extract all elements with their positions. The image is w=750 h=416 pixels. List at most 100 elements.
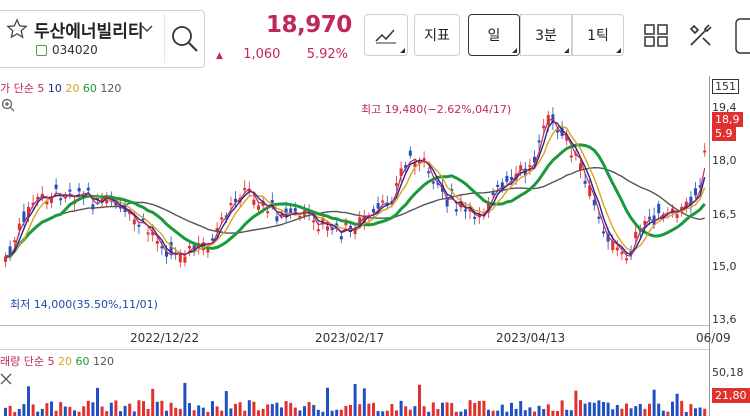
candle [91, 204, 95, 210]
candle [588, 185, 592, 197]
y-tick-2: 18,0 [712, 154, 737, 167]
candle [183, 256, 187, 263]
candle [316, 229, 320, 232]
candle [339, 236, 343, 240]
volume-bar [505, 411, 509, 416]
volume-bar [537, 405, 541, 416]
volume-legend-prefix: 래량 단순 [0, 355, 44, 368]
candle [27, 206, 30, 217]
candle [45, 201, 49, 205]
volume-bar [211, 401, 214, 416]
period-3min-label: 3분 [535, 28, 557, 44]
volume-bar [689, 404, 693, 416]
volume-bar [224, 391, 228, 416]
volume-bar [169, 402, 173, 416]
volume-bar [592, 402, 596, 416]
star-icon[interactable] [6, 18, 28, 40]
zoom-in-icon[interactable] [1, 98, 15, 112]
volume-bar [165, 410, 168, 416]
volume-bar [514, 408, 518, 416]
volume-legend[interactable]: 래량 단순 5 20 60 120 [0, 353, 114, 369]
price-chart-legend[interactable]: 가 단순 5 10 20 60 120 [0, 80, 121, 96]
volume-bar [160, 400, 164, 416]
period-1tick-button[interactable]: 1틱 [572, 14, 624, 56]
candle [464, 209, 467, 212]
indicator-button[interactable]: 지표 [414, 14, 460, 56]
candle [694, 188, 697, 196]
panel-edge-icon[interactable] [732, 18, 750, 54]
volume-bar [441, 402, 444, 416]
candle [137, 224, 141, 227]
volume-bar [266, 404, 270, 416]
search-icon[interactable] [164, 13, 204, 63]
volume-bar [261, 408, 265, 416]
volume-bar [13, 411, 17, 416]
volume-bar [523, 410, 527, 416]
candle [615, 247, 619, 251]
volume-bar [280, 407, 283, 416]
period-3min-button[interactable]: 3분 [520, 14, 572, 56]
grid-layout-icon[interactable] [642, 20, 670, 50]
candle [399, 168, 403, 176]
candle [431, 181, 435, 184]
volume-bar [36, 411, 40, 416]
candle [413, 162, 417, 168]
candle [77, 187, 81, 192]
volume-bar [574, 390, 578, 416]
volume-bar [63, 406, 67, 416]
volume-bar [128, 403, 132, 416]
candle [349, 225, 352, 232]
volume-bar [307, 402, 311, 416]
candle [326, 226, 329, 231]
volume-bar [339, 409, 343, 416]
candle [13, 240, 17, 243]
volume-bar [643, 408, 647, 416]
volume-bar [588, 402, 592, 416]
candle [661, 215, 665, 218]
candle [500, 182, 504, 190]
indicator-label: 지표 [424, 28, 450, 44]
volume-bar [519, 401, 523, 416]
stock-name[interactable]: 두산에너빌리티 [34, 22, 144, 42]
price-ma-60: 60 [79, 82, 97, 95]
volume-bar [119, 411, 122, 416]
volume-bar [436, 409, 440, 416]
price-chart[interactable] [0, 95, 712, 325]
volume-bar [358, 404, 362, 416]
volume-bar [96, 387, 99, 416]
candle [611, 241, 615, 251]
volume-bar [376, 411, 380, 416]
volume-bar [114, 400, 118, 416]
price-ma-120: 120 [96, 82, 122, 95]
x-tick-3: 06/09 [696, 331, 731, 345]
period-day-button[interactable]: 일 [468, 14, 520, 56]
candle [473, 216, 477, 219]
volume-bar [59, 402, 63, 416]
candle [565, 134, 569, 141]
candle [510, 177, 513, 180]
candle [556, 130, 559, 133]
volume-chart [4, 382, 707, 416]
period-day-label: 일 [487, 28, 501, 44]
volume-ma-60: 60 [71, 355, 90, 368]
volume-ma-20: 20 [54, 355, 72, 368]
volume-bar [602, 401, 605, 416]
candle [703, 150, 707, 153]
candle [298, 215, 302, 218]
tools-icon[interactable] [686, 20, 714, 50]
close-icon[interactable] [0, 372, 12, 386]
candle [257, 205, 260, 210]
chevron-down-icon[interactable] [140, 24, 154, 34]
volume-bar [551, 410, 555, 416]
volume-bar [606, 402, 610, 416]
volume-bar [413, 406, 417, 416]
volume-bar [482, 400, 486, 416]
x-tick-2: 2023/04/13 [496, 331, 566, 345]
volume-bar [151, 388, 155, 416]
candle [54, 184, 58, 189]
stock-selector[interactable] [0, 10, 205, 68]
candle [165, 251, 168, 257]
volume-bar [556, 411, 559, 416]
candle [4, 256, 7, 262]
chart-type-button[interactable] [364, 14, 408, 56]
